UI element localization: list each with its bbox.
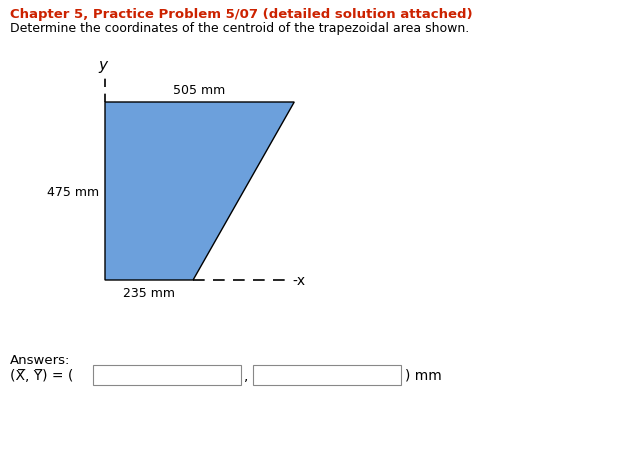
Text: 475 mm: 475 mm	[47, 185, 99, 198]
Text: -x: -x	[292, 274, 305, 288]
Text: 235 mm: 235 mm	[123, 287, 175, 300]
Text: ,: ,	[244, 368, 248, 382]
Bar	[253, 365, 401, 385]
Text: Answers:: Answers:	[10, 353, 70, 366]
Text: ) mm: ) mm	[405, 368, 442, 382]
Text: 505 mm: 505 mm	[174, 84, 226, 97]
Text: Chapter 5, Practice Problem 5/07 (detailed solution attached): Chapter 5, Practice Problem 5/07 (detail…	[10, 8, 473, 21]
Bar	[93, 365, 241, 385]
Text: y: y	[99, 58, 107, 73]
Text: (X̅, Y̅) = (: (X̅, Y̅) = (	[10, 368, 73, 382]
Polygon shape	[105, 103, 295, 281]
Text: Determine the coordinates of the centroid of the trapezoidal area shown.: Determine the coordinates of the centroi…	[10, 22, 469, 35]
